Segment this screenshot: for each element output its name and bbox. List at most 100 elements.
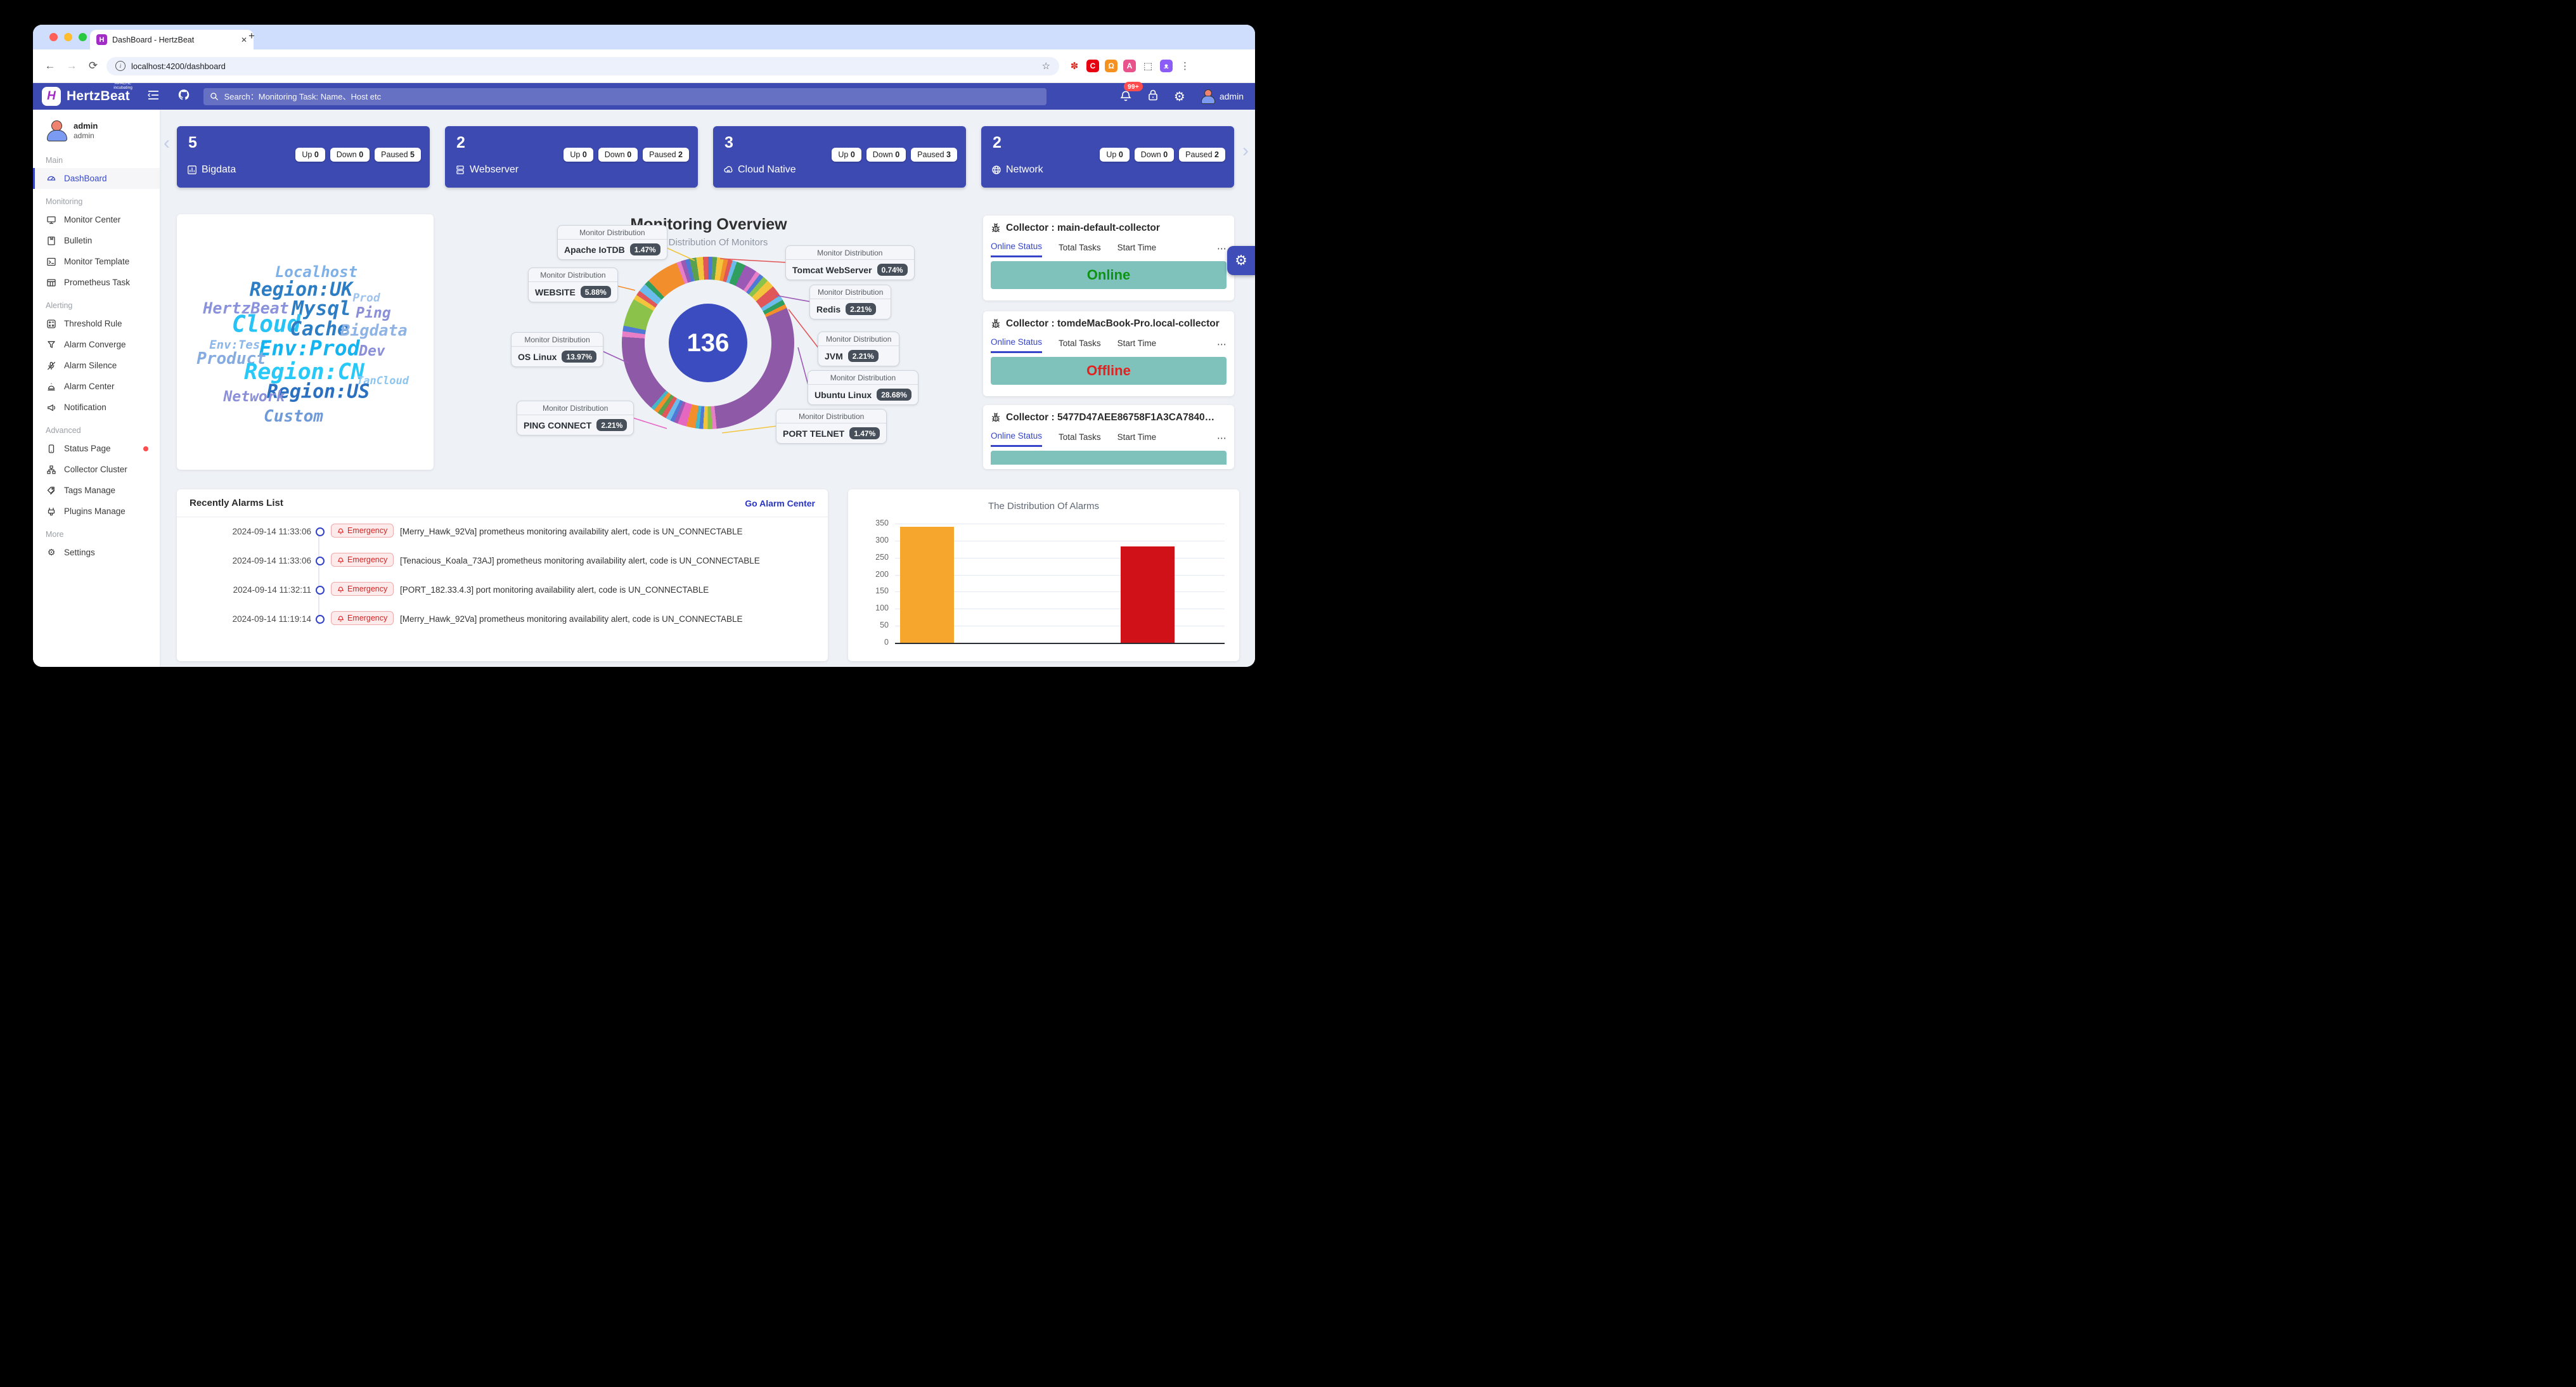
- sidebar-item-alarm-silence[interactable]: Alarm Silence: [33, 355, 160, 376]
- new-tab-button[interactable]: +: [248, 30, 255, 42]
- url-text[interactable]: localhost:4200/dashboard: [131, 61, 226, 71]
- extension-helmet-icon[interactable]: Ω: [1105, 60, 1117, 72]
- stat-card-webserver[interactable]: 2 Up 0 Down 0 Paused 2 Webserver: [445, 126, 698, 188]
- monitor-template-icon: [46, 257, 57, 267]
- sidebar-item-label: Monitor Center: [64, 215, 121, 224]
- user-menu[interactable]: admin: [1201, 89, 1244, 104]
- profile-avatar-icon[interactable]: ᴥ: [1160, 60, 1173, 72]
- extension-translate-icon[interactable]: A: [1123, 60, 1136, 72]
- collector-tab-start-time[interactable]: Start Time: [1117, 242, 1157, 252]
- collector-tab-online-status[interactable]: Online Status: [991, 239, 1043, 257]
- minimize-window-button[interactable]: [64, 33, 72, 41]
- collector-tabs: Online Status Total Tasks Start Time ⋯: [983, 335, 1234, 353]
- site-info-icon[interactable]: i: [115, 61, 126, 71]
- monitor-label-jvm: Monitor Distribution JVM 2.21%: [818, 332, 900, 366]
- global-search[interactable]: [203, 87, 1046, 105]
- stat-badge: Up 0: [564, 148, 593, 162]
- stat-badge: Paused 2: [643, 148, 689, 162]
- lock-icon[interactable]: [1147, 89, 1159, 105]
- extension-flower-icon[interactable]: ✽: [1070, 61, 1079, 72]
- sidebar-item-label: Monitor Template: [64, 257, 130, 266]
- y-axis-tick-label: 100: [875, 603, 889, 613]
- github-icon[interactable]: [177, 88, 191, 105]
- stat-badges: Up 0 Down 0 Paused 2: [564, 148, 689, 162]
- sidebar-item-tags-manage[interactable]: Tags Manage: [33, 480, 160, 501]
- carousel-next-icon[interactable]: ›: [1242, 140, 1249, 161]
- settings-gear-icon[interactable]: ⚙: [1173, 89, 1185, 104]
- extension-csdn-icon[interactable]: C: [1086, 60, 1099, 72]
- bulletin-icon: [46, 236, 57, 246]
- sidebar-item-threshold-rule[interactable]: Threshold Rule: [33, 313, 160, 334]
- stat-card-cloud-native[interactable]: 3 Up 0 Down 0 Paused 3 Cloud Native: [713, 126, 966, 188]
- browser-tab-strip: H DashBoard - HertzBeat ✕ +: [33, 25, 1255, 49]
- browser-tab[interactable]: H DashBoard - HertzBeat ✕: [90, 30, 254, 49]
- more-icon[interactable]: ⋯: [1217, 432, 1227, 444]
- sidebar-item-dashboard[interactable]: DashBoard: [33, 168, 160, 189]
- cloud-word: Mysql: [292, 297, 351, 320]
- collector-tab-online-status[interactable]: Online Status: [991, 335, 1043, 353]
- close-tab-icon[interactable]: ✕: [240, 35, 247, 44]
- monitor-label-row: Tomcat WebServer 0.74%: [786, 260, 914, 280]
- sidebar-item-alarm-converge[interactable]: Alarm Converge: [33, 334, 160, 355]
- sidebar-item-plugins-manage[interactable]: Plugins Manage: [33, 501, 160, 522]
- collector-tab-online-status[interactable]: Online Status: [991, 429, 1043, 447]
- sidebar-item-collector-cluster[interactable]: Collector Cluster: [33, 459, 160, 480]
- zoom-window-button[interactable]: [79, 33, 87, 41]
- collector-tab-start-time[interactable]: Start Time: [1117, 338, 1157, 348]
- reload-icon[interactable]: ⟳: [88, 60, 98, 72]
- more-icon[interactable]: ⋯: [1217, 243, 1227, 254]
- alarm-time: 2024-09-14 11:33:06: [232, 527, 311, 536]
- brand-name: HertzBeat: [67, 89, 130, 103]
- stat-card-network[interactable]: 2 Up 0 Down 0 Paused 2 Network: [981, 126, 1234, 188]
- sidebar-item-monitor-center[interactable]: Monitor Center: [33, 209, 160, 230]
- browser-menu-icon[interactable]: ⋮: [1180, 61, 1190, 72]
- collector-tab-total-tasks[interactable]: Total Tasks: [1059, 242, 1101, 252]
- sidebar-item-label: Threshold Rule: [64, 319, 122, 328]
- stat-count: 2: [993, 134, 1001, 152]
- brand-block[interactable]: H HertzBeat APACHE incubating: [42, 81, 132, 106]
- collector-tab-start-time[interactable]: Start Time: [1117, 432, 1157, 442]
- collector-tab-total-tasks[interactable]: Total Tasks: [1059, 432, 1101, 442]
- y-axis-tick-label: 250: [875, 552, 889, 562]
- sidebar-item-notification[interactable]: Notification: [33, 397, 160, 418]
- extension-puzzle-icon[interactable]: ⬚: [1143, 61, 1153, 72]
- menu-fold-icon[interactable]: [147, 90, 159, 103]
- threshold-rule-icon: [46, 319, 57, 329]
- sidebar-section-label: Advanced: [46, 426, 81, 435]
- collector-cluster-icon: [46, 465, 57, 475]
- sidebar-user-name: admin: [74, 120, 98, 131]
- sidebar-item-alarm-center[interactable]: Alarm Center: [33, 376, 160, 397]
- back-icon[interactable]: ←: [44, 60, 56, 72]
- stat-card-bigdata[interactable]: 5 Up 0 Down 0 Paused 5 Bigdata: [177, 126, 430, 188]
- address-bar[interactable]: i localhost:4200/dashboard ☆: [106, 56, 1059, 75]
- sidebar-item-settings[interactable]: ⚙ Settings: [33, 542, 160, 563]
- floating-settings-button[interactable]: ⚙: [1227, 246, 1255, 275]
- bookmark-star-icon[interactable]: ☆: [1041, 61, 1050, 72]
- monitor-label-header: Monitor Distribution: [818, 332, 899, 346]
- sidebar-item-prometheus-task[interactable]: Prometheus Task: [33, 272, 160, 293]
- monitor-label-header: Monitor Distribution: [517, 401, 634, 415]
- sidebar-item-monitor-template[interactable]: Monitor Template: [33, 251, 160, 272]
- collector-tab-total-tasks[interactable]: Total Tasks: [1059, 338, 1101, 348]
- sidebar-item-bulletin[interactable]: Bulletin: [33, 230, 160, 251]
- settings-icon: ⚙: [47, 547, 56, 558]
- close-window-button[interactable]: [49, 33, 58, 41]
- notifications-button[interactable]: 99+: [1119, 82, 1143, 105]
- more-icon[interactable]: ⋯: [1217, 339, 1227, 350]
- sidebar-item-status-page[interactable]: Status Page: [33, 438, 160, 459]
- chart-gridline: [895, 574, 1225, 576]
- search-input[interactable]: [222, 91, 1040, 102]
- sidebar-section-label: More: [46, 530, 64, 539]
- forward-icon[interactable]: →: [66, 60, 77, 72]
- tab-title: DashBoard - HertzBeat: [112, 35, 195, 44]
- alarm-message: [Merry_Hawk_92Va] prometheus monitoring …: [400, 614, 743, 624]
- carousel-prev-icon[interactable]: ‹: [164, 132, 170, 153]
- alarm-timeline: [318, 536, 319, 625]
- monitor-label-header: Monitor Distribution: [810, 285, 891, 299]
- monitor-type-name: JVM: [825, 351, 843, 361]
- stat-count: 5: [188, 134, 197, 152]
- go-alarm-center-link[interactable]: Go Alarm Center: [745, 498, 815, 508]
- cloud-word: Ping: [356, 305, 391, 321]
- notification-icon: [46, 403, 57, 413]
- stat-badge: Paused 3: [911, 148, 957, 162]
